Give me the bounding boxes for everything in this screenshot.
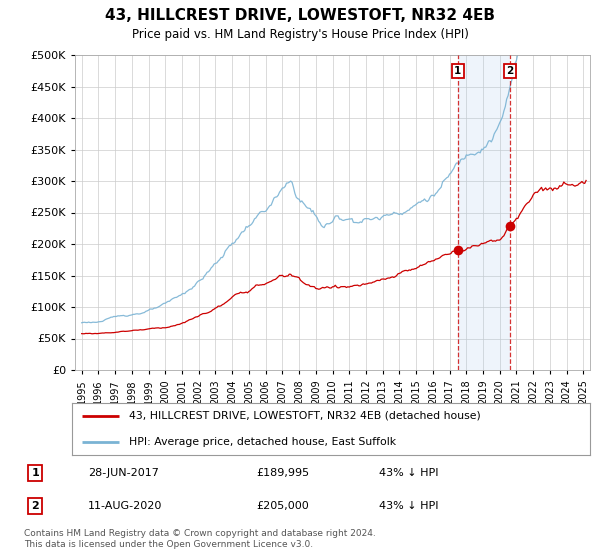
Text: 43, HILLCREST DRIVE, LOWESTOFT, NR32 4EB: 43, HILLCREST DRIVE, LOWESTOFT, NR32 4EB <box>105 8 495 24</box>
Text: Price paid vs. HM Land Registry's House Price Index (HPI): Price paid vs. HM Land Registry's House … <box>131 28 469 41</box>
Text: 2: 2 <box>506 66 514 76</box>
Text: Contains HM Land Registry data © Crown copyright and database right 2024.
This d: Contains HM Land Registry data © Crown c… <box>24 529 376 549</box>
Text: 43% ↓ HPI: 43% ↓ HPI <box>379 468 438 478</box>
Text: 11-AUG-2020: 11-AUG-2020 <box>88 501 162 511</box>
Bar <box>458 55 510 370</box>
Text: 28-JUN-2017: 28-JUN-2017 <box>88 468 158 478</box>
Text: 1: 1 <box>31 468 39 478</box>
Text: 43% ↓ HPI: 43% ↓ HPI <box>379 501 438 511</box>
Text: £205,000: £205,000 <box>256 501 309 511</box>
Text: £189,995: £189,995 <box>256 468 310 478</box>
Text: 43, HILLCREST DRIVE, LOWESTOFT, NR32 4EB (detached house): 43, HILLCREST DRIVE, LOWESTOFT, NR32 4EB… <box>129 411 481 421</box>
Text: HPI: Average price, detached house, East Suffolk: HPI: Average price, detached house, East… <box>129 437 396 447</box>
Text: 1: 1 <box>454 66 461 76</box>
Text: 2: 2 <box>31 501 39 511</box>
